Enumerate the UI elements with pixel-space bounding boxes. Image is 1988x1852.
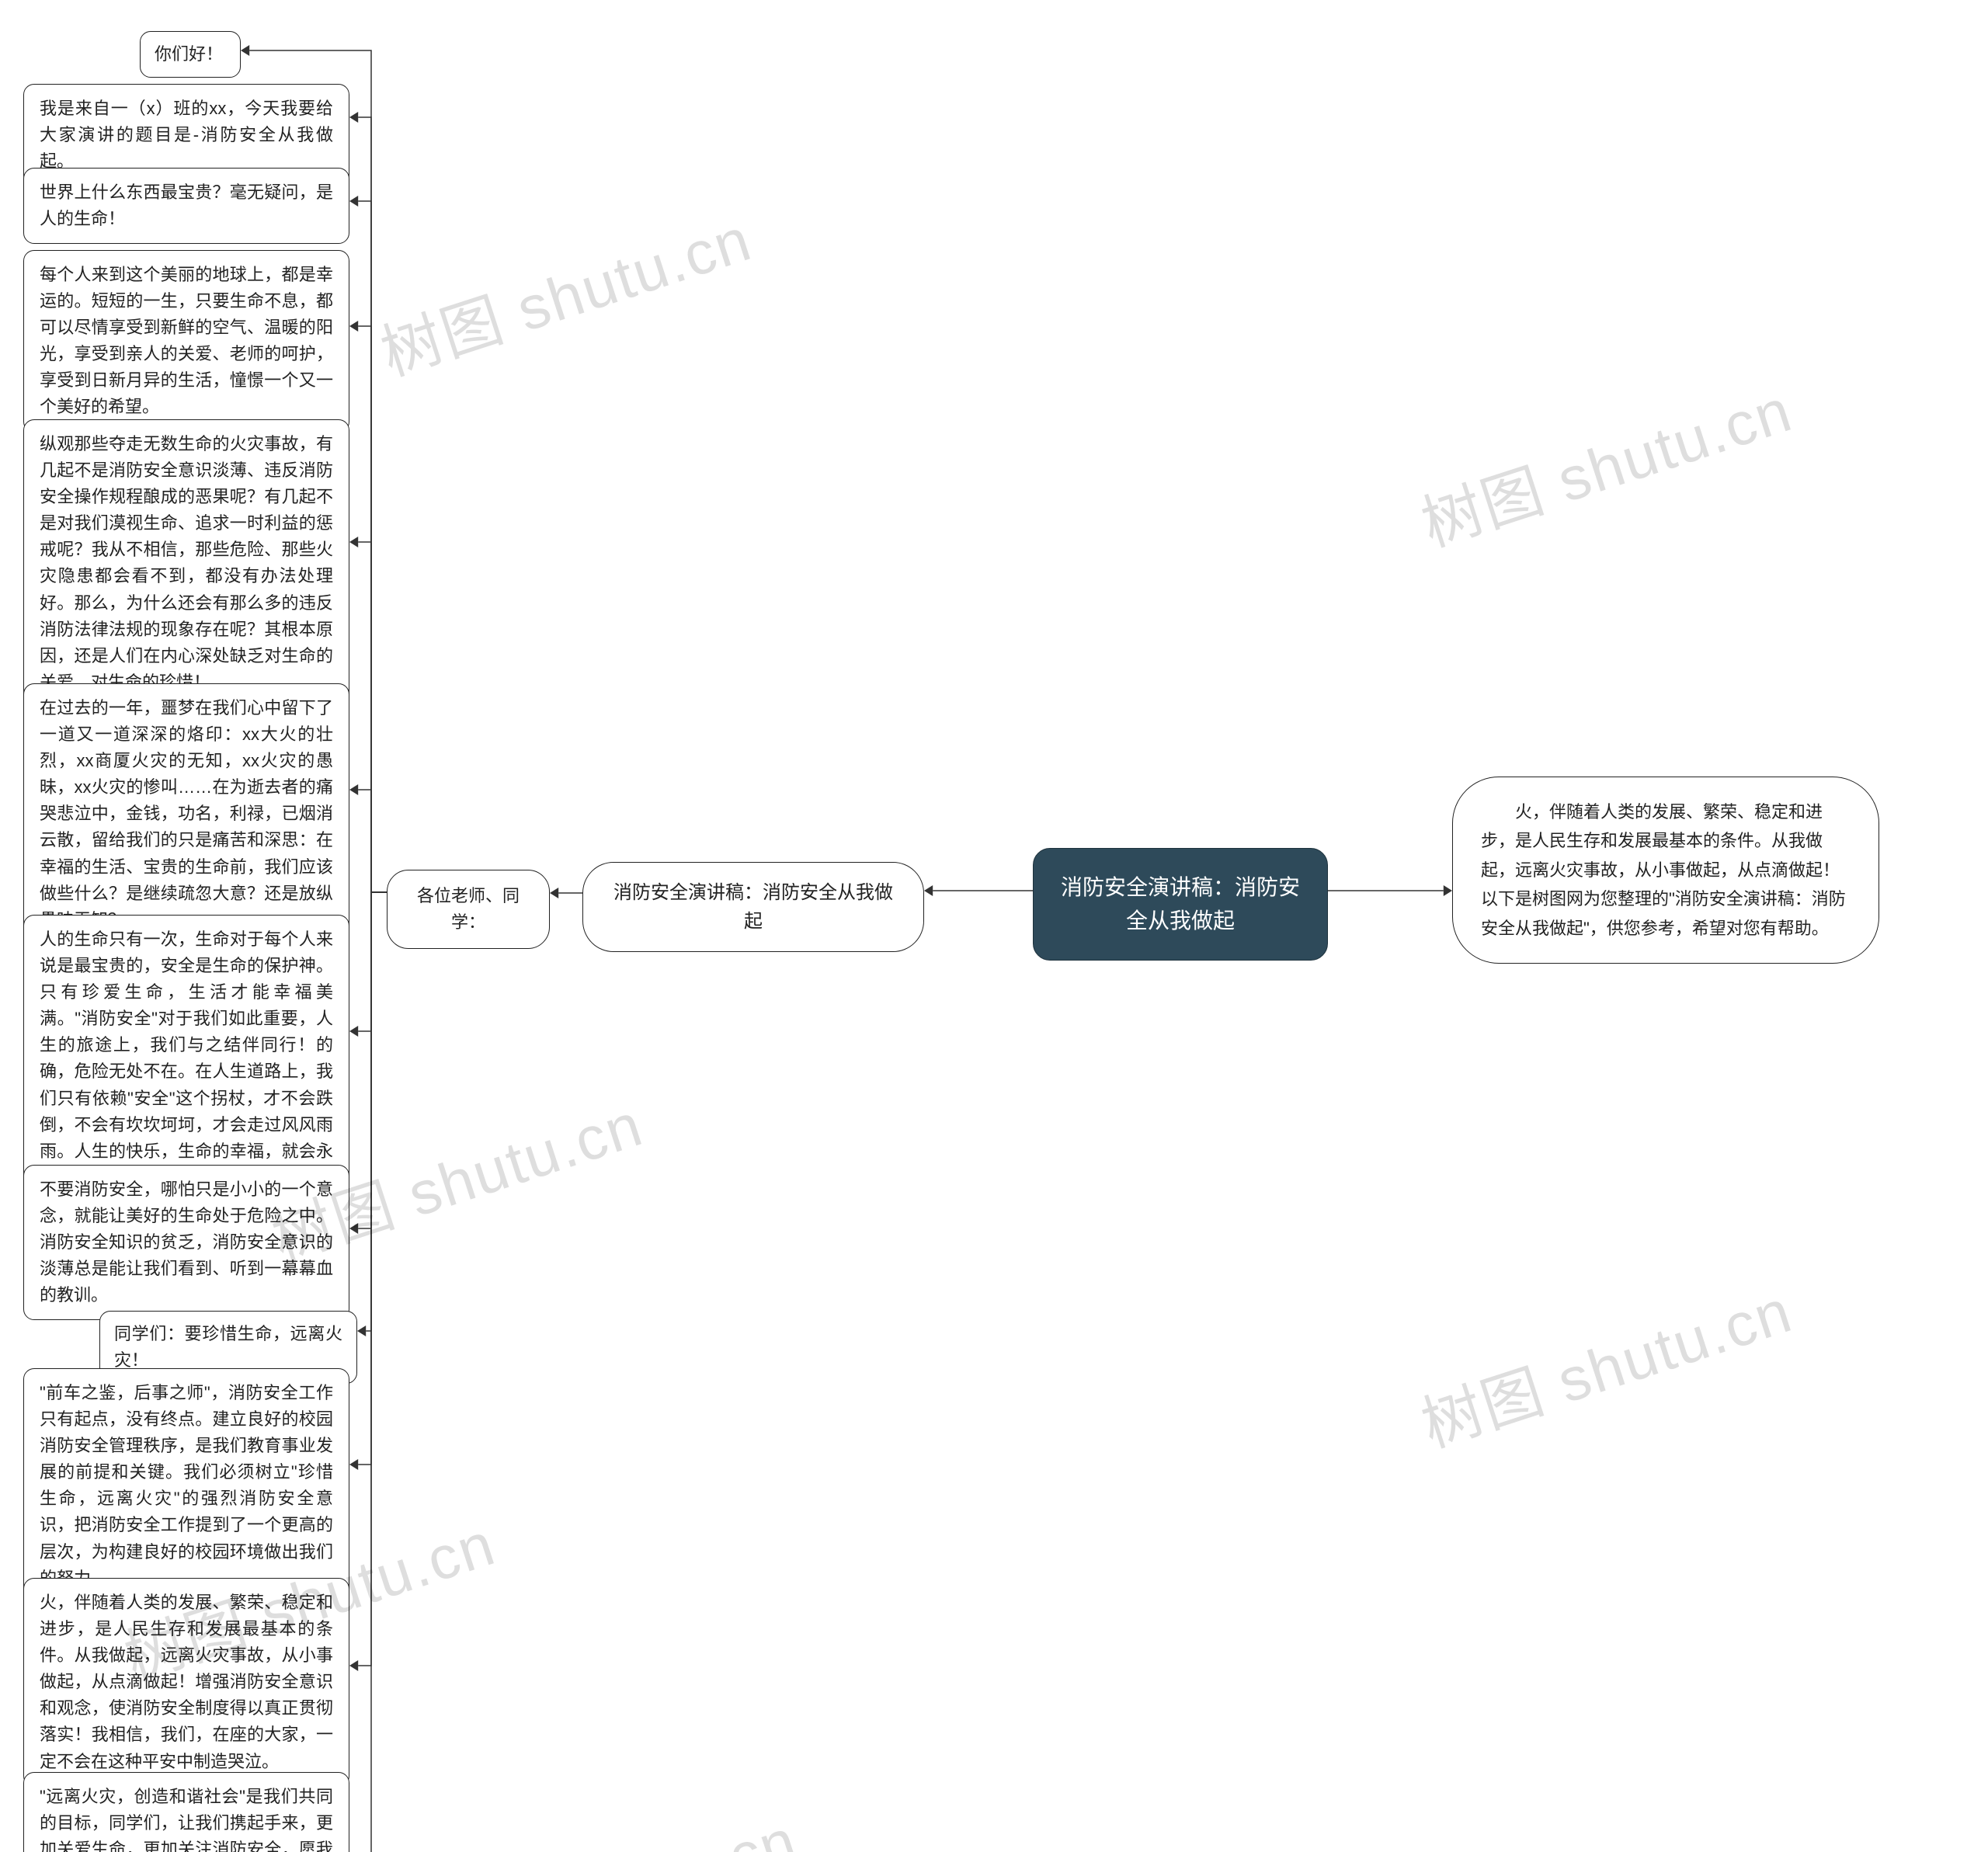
root-label: 消防安全演讲稿：消防安全从我做起 <box>1061 875 1300 933</box>
leaf-node: 纵观那些夺走无数生命的火灾事故，有几起不是消防安全意识淡薄、违反消防安全操作规程… <box>23 419 349 707</box>
watermark-text: 树图 shutu.cn <box>1409 1263 1802 1464</box>
leaf-node: "前车之鉴，后事之师"，消防安全工作只有起点，没有终点。建立良好的校园消防安全管… <box>23 1368 349 1604</box>
leaf-node: 在过去的一年，噩梦在我们心中留下了一道又一道深深的烙印：xx大火的壮烈，xx商厦… <box>23 683 349 945</box>
watermark-text: shutu.cn <box>554 1805 806 1852</box>
leaf-text: "远离火灾，创造和谐社会"是我们共同的目标，同学们，让我们携起手来，更加关爱生命… <box>40 1787 333 1852</box>
leaf-node: 每个人来到这个美丽的地球上，都是幸运的。短短的一生，只要生命不息，都可以尽情享受… <box>23 250 349 433</box>
leaf-text: 我是来自一（x）班的xx，今天我要给大家演讲的题目是-消防安全从我做起。 <box>40 99 333 171</box>
leaf-text: 你们好！ <box>155 44 223 64</box>
leaf-text: "前车之鉴，后事之师"，消防安全工作只有起点，没有终点。建立良好的校园消防安全管… <box>40 1383 333 1588</box>
leaf-node: 世界上什么东西最宝贵？毫无疑问，是人的生命！ <box>23 168 349 244</box>
leaf-text: 世界上什么东西最宝贵？毫无疑问，是人的生命！ <box>40 182 333 228</box>
right-child-node: 火，伴随着人类的发展、繁荣、稳定和进步，是人民生存和发展最基本的条件。从我做起，… <box>1452 777 1879 964</box>
leaf-node: 不要消防安全，哪怕只是小小的一个意念，就能让美好的生命处于危险之中。消防安全知识… <box>23 1165 349 1320</box>
left-level2-node: 消防安全演讲稿：消防安全从我做起 <box>582 862 924 952</box>
leaf-node: 你们好！ <box>140 31 241 78</box>
leaf-text: 纵观那些夺走无数生命的火灾事故，有几起不是消防安全意识淡薄、违反消防安全操作规程… <box>40 434 333 692</box>
leaf-text: 同学们：要珍惜生命，远离火灾！ <box>114 1324 342 1370</box>
leaf-node: 火，伴随着人类的发展、繁荣、稳定和进步，是人民生存和发展最基本的条件。从我做起，… <box>23 1578 349 1787</box>
left-level2-text: 消防安全演讲稿：消防安全从我做起 <box>613 882 893 932</box>
leaf-text: 人的生命只有一次，生命对于每个人来说是最宝贵的，安全是生命的保护神。只有珍爱生命… <box>40 929 333 1187</box>
left-level3-text: 各位老师、同学： <box>417 886 520 932</box>
watermark-text: 树图 shutu.cn <box>1409 362 1802 563</box>
leaf-text: 在过去的一年，噩梦在我们心中留下了一道又一道深深的烙印：xx大火的壮烈，xx商厦… <box>40 698 333 929</box>
watermark-text: 树图 shutu.cn <box>369 191 761 392</box>
leaf-text: 不要消防安全，哪怕只是小小的一个意念，就能让美好的生命处于危险之中。消防安全知识… <box>40 1180 333 1305</box>
root-node: 消防安全演讲稿：消防安全从我做起 <box>1033 848 1328 961</box>
right-child-text: 火，伴随着人类的发展、繁荣、稳定和进步，是人民生存和发展最基本的条件。从我做起，… <box>1481 802 1846 938</box>
leaf-text: 每个人来到这个美丽的地球上，都是幸运的。短短的一生，只要生命不息，都可以尽情享受… <box>40 265 333 416</box>
leaf-node: "远离火灾，创造和谐社会"是我们共同的目标，同学们，让我们携起手来，更加关爱生命… <box>23 1772 349 1852</box>
left-level3-node: 各位老师、同学： <box>387 870 550 949</box>
leaf-text: 火，伴随着人类的发展、繁荣、稳定和进步，是人民生存和发展最基本的条件。从我做起，… <box>40 1593 333 1771</box>
leaf-node: 人的生命只有一次，生命对于每个人来说是最宝贵的，安全是生命的保护神。只有珍爱生命… <box>23 915 349 1203</box>
mindmap-canvas: 消防安全演讲稿：消防安全从我做起 火，伴随着人类的发展、繁荣、稳定和进步，是人民… <box>0 0 1988 1852</box>
